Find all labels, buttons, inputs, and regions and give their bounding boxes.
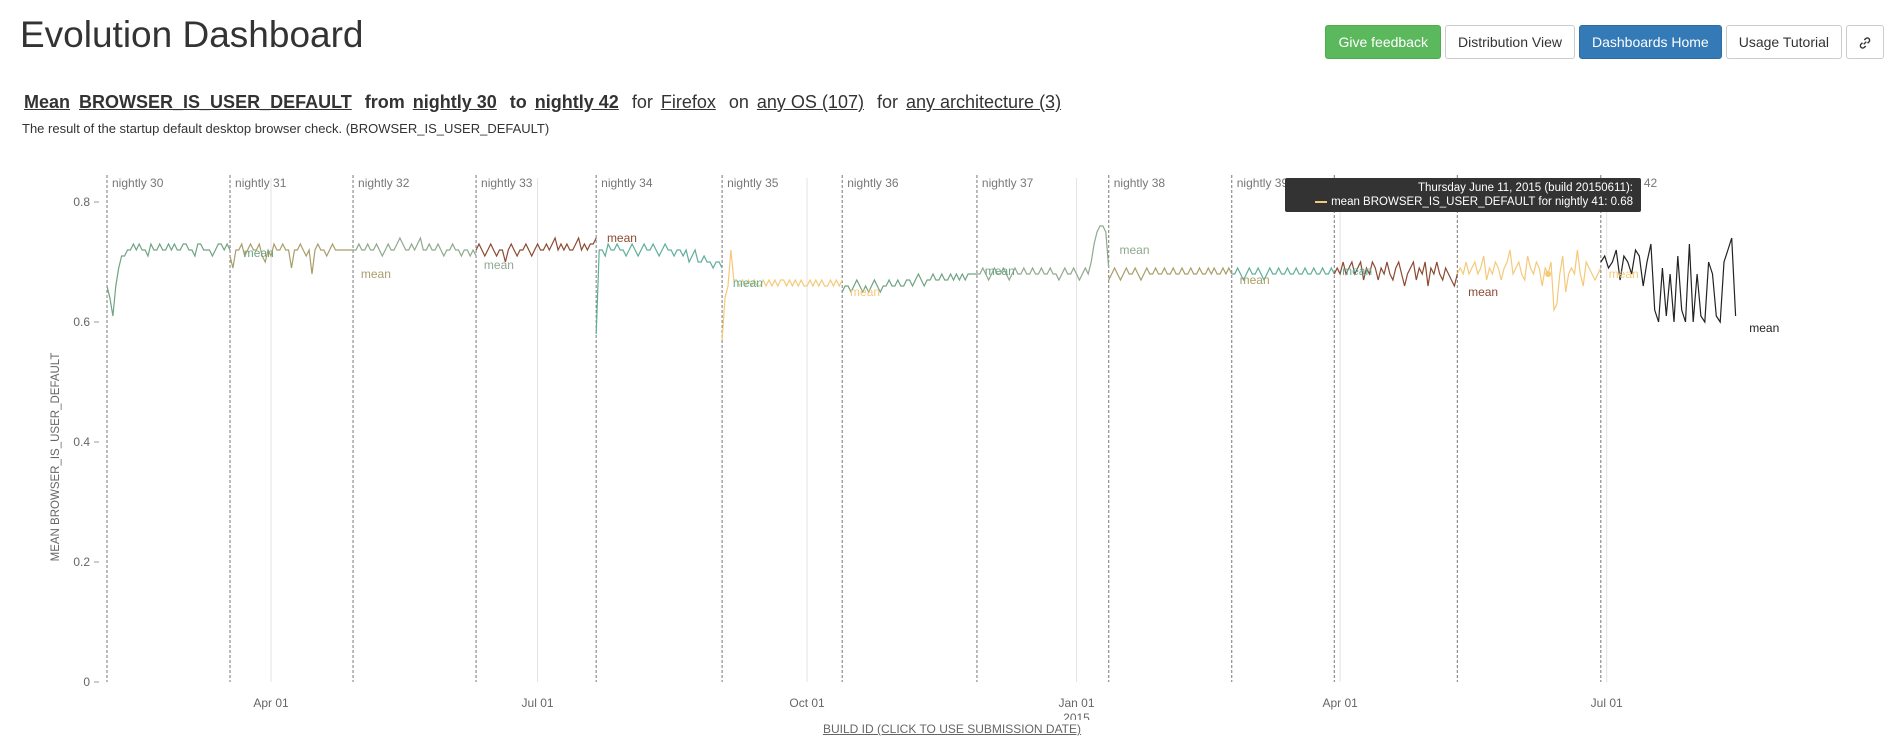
evolution-chart[interactable]: 0 0.2 0.4 0.6 0.8 MEAN BROWSER_IS_USER_DEFAUL… — [0, 170, 1904, 720]
for-word: for — [631, 92, 653, 112]
series-label: mean — [1342, 264, 1372, 278]
series-line — [1108, 266, 1233, 282]
x-tick-label: Apr 01 — [253, 696, 289, 710]
y-tick-label: 0.4 — [73, 435, 90, 449]
series-label: mean — [1468, 285, 1498, 299]
series-label: mean — [985, 264, 1015, 278]
from-version-selector[interactable]: nightly 30 — [412, 92, 497, 112]
tooltip-value-row: mean BROWSER_IS_USER_DEFAULT for nightly… — [1293, 195, 1633, 209]
release-marker-label: nightly 30 — [112, 176, 164, 190]
dashboards-home-button[interactable]: Dashboards Home — [1578, 25, 1722, 59]
release-marker-label: nightly 37 — [982, 176, 1034, 190]
series-line — [1231, 266, 1335, 282]
y-axis-title: MEAN BROWSER_IS_USER_DEFAULT — [50, 353, 62, 562]
release-marker-label: nightly 39 — [1237, 176, 1289, 190]
chart-tooltip: Thursday June 11, 2015 (build 20150611):… — [1285, 178, 1641, 212]
architecture-selector[interactable]: any architecture (3) — [906, 92, 1062, 112]
y-tick-label: 0.2 — [73, 555, 90, 569]
tooltip-swatch — [1315, 200, 1328, 203]
aggregate-selector[interactable]: Mean — [24, 92, 71, 112]
release-marker-label: nightly 33 — [481, 176, 533, 190]
x-tick-label: Jan 01 — [1059, 696, 1095, 710]
x-tick-label: Jul 01 — [522, 696, 554, 710]
series-line — [106, 242, 231, 317]
on-word: on — [728, 92, 749, 112]
series-line — [475, 236, 597, 263]
series-label: mean — [1609, 267, 1639, 281]
product-selector[interactable]: Firefox — [660, 92, 716, 112]
x-axis-title[interactable]: BUILD ID (CLICK TO USE SUBMISSION DATE) — [822, 722, 1082, 736]
os-selector[interactable]: any OS (107) — [756, 92, 864, 112]
x-tick-label: Oct 01 — [789, 696, 825, 710]
series-line — [976, 225, 1110, 282]
series-label: mean — [733, 276, 763, 290]
y-tick-label: 0.8 — [73, 195, 90, 209]
series-label: mean — [484, 258, 514, 272]
series-label: mean — [1240, 273, 1270, 287]
permalink-button[interactable] — [1846, 25, 1884, 59]
series-line — [1333, 260, 1458, 288]
tooltip-date: Thursday June 11, 2015 (build 20150611): — [1417, 182, 1633, 194]
series-label: mean — [1749, 321, 1779, 335]
release-marker-label: nightly 38 — [1114, 176, 1166, 190]
series-label: mean — [850, 285, 880, 299]
y-tick-label: 0.6 — [73, 315, 90, 329]
for-word-2: for — [876, 92, 898, 112]
query-summary: Mean BROWSER_IS_USER_DEFAULT from nightly… — [22, 92, 1063, 113]
release-marker-label: nightly 31 — [235, 176, 287, 190]
from-word: from — [364, 92, 405, 112]
metric-description: The result of the startup default deskto… — [22, 121, 550, 136]
series-line — [595, 242, 723, 335]
series-label: mean — [361, 267, 391, 281]
release-marker-label: nightly 35 — [727, 176, 779, 190]
usage-tutorial-button[interactable]: Usage Tutorial — [1725, 25, 1842, 59]
x-tick-label: Jul 01 — [1591, 696, 1623, 710]
y-tick-label: 0 — [83, 675, 90, 689]
series-line — [1456, 249, 1602, 313]
series-label: mean — [1120, 243, 1150, 257]
toolbar: Give feedback Distribution View Dashboar… — [1325, 25, 1884, 59]
to-word: to — [509, 92, 527, 112]
metric-selector[interactable]: BROWSER_IS_USER_DEFAULT — [79, 92, 352, 112]
release-marker-label: nightly 34 — [601, 176, 653, 190]
distribution-view-button[interactable]: Distribution View — [1444, 25, 1575, 59]
series-line — [229, 242, 353, 275]
series-line — [1600, 237, 1737, 324]
x-tick-sublabel: 2015 — [1063, 711, 1090, 720]
release-marker-label: nightly 36 — [847, 176, 899, 190]
series-line — [841, 272, 977, 294]
series-line — [721, 249, 843, 341]
series-line — [353, 236, 477, 258]
link-icon — [1859, 37, 1871, 49]
x-tick-label: Apr 01 — [1322, 696, 1358, 710]
release-marker-label: nightly 32 — [358, 176, 410, 190]
series-label: mean — [244, 246, 274, 260]
page-title: Evolution Dashboard — [20, 14, 364, 55]
hover-point — [1545, 271, 1552, 277]
series-label: mean — [607, 231, 637, 245]
to-version-selector[interactable]: nightly 42 — [534, 92, 619, 112]
give-feedback-button[interactable]: Give feedback — [1325, 25, 1441, 59]
tooltip-value: mean BROWSER_IS_USER_DEFAULT for nightly… — [1331, 196, 1633, 208]
